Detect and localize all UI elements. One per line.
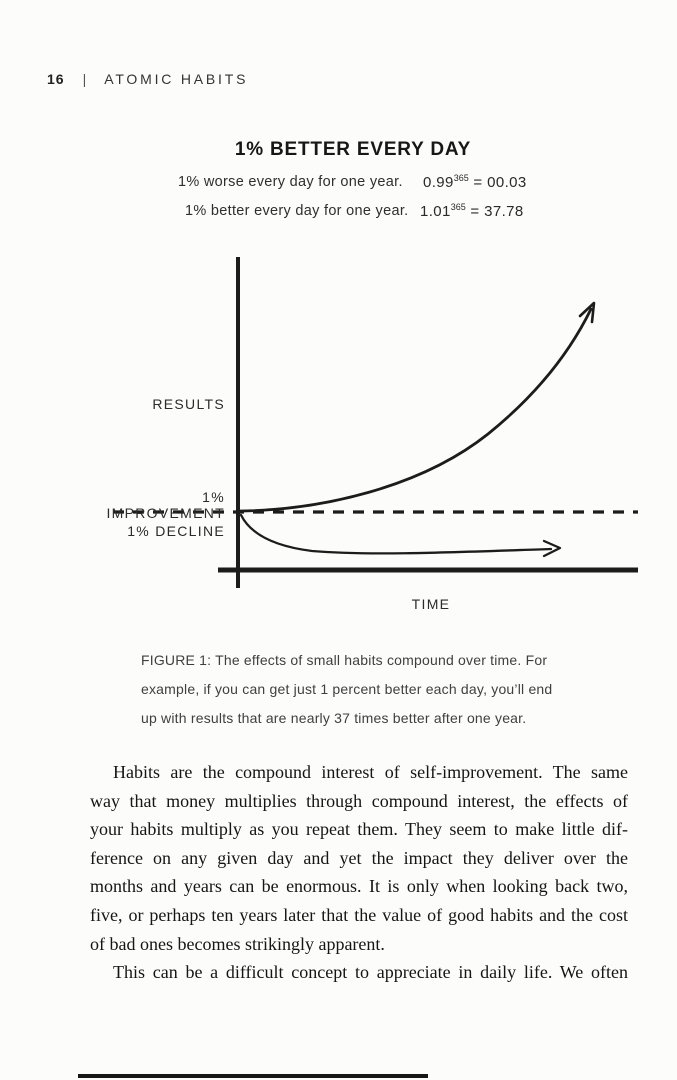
equation-worse-result: = 00.03 — [473, 174, 527, 191]
improvement-label: 1% IMPROVEMENT — [106, 489, 225, 521]
caption-line: example, if you can get just 1 percent b… — [141, 680, 553, 697]
header-separator: | — [82, 71, 87, 87]
decline-curve — [239, 513, 553, 555]
growth-curve-arrowhead-icon — [578, 301, 596, 324]
body-line: Habits are the compound interest of self… — [113, 762, 628, 782]
body-line: ference on any given day and yet the imp… — [90, 847, 628, 868]
decline-curve-arrowhead-icon — [542, 539, 562, 558]
equation-better-result: = 37.78 — [470, 203, 524, 220]
equation-better-label: 1% better every day for one year. — [185, 203, 409, 219]
book-title: ATOMIC HABITS — [104, 71, 249, 87]
growth-curve — [238, 307, 593, 513]
body-text: Habits are the compound interest of self… — [90, 758, 628, 987]
equation-better-exponent: 365 — [450, 202, 466, 212]
decline-label: 1% DECLINE — [127, 523, 225, 539]
equation-better-base: 1.01 — [420, 203, 451, 220]
equation-worse-label: 1% worse every day for one year. — [178, 174, 403, 190]
y-axis-label: RESULTS — [152, 396, 225, 412]
equation-worse-exponent: 365 — [453, 173, 469, 183]
body-line: your habits multiply as you repeat them.… — [90, 819, 628, 840]
page-header: 16 | ATOMIC HABITS — [47, 71, 248, 87]
body-line: This can be a difficult concept to appre… — [113, 962, 628, 983]
body-line: months and years can be enormous. It is … — [90, 876, 628, 897]
body-line: five, or perhaps ten years later that th… — [90, 904, 628, 925]
scan-edge-bar — [78, 1074, 428, 1078]
caption-line: FIGURE 1: The effects of small habits co… — [141, 652, 548, 668]
figure-caption: FIGURE 1: The effects of small habits co… — [141, 646, 591, 732]
caption-line: up with results that are nearly 37 times… — [141, 709, 527, 726]
x-axis-label: TIME — [411, 596, 451, 612]
equation-worse-formula: 0.99365 = 00.03 — [423, 173, 527, 191]
body-line: of bad ones becomes strikingly apparent. — [90, 933, 385, 954]
body-line: way that money multiplies through compou… — [90, 790, 628, 811]
page-number: 16 — [47, 71, 65, 87]
figure-title: 1% BETTER EVERY DAY — [234, 139, 472, 160]
equation-better-formula: 1.01365 = 37.78 — [420, 202, 524, 220]
equation-worse-base: 0.99 — [423, 174, 454, 191]
